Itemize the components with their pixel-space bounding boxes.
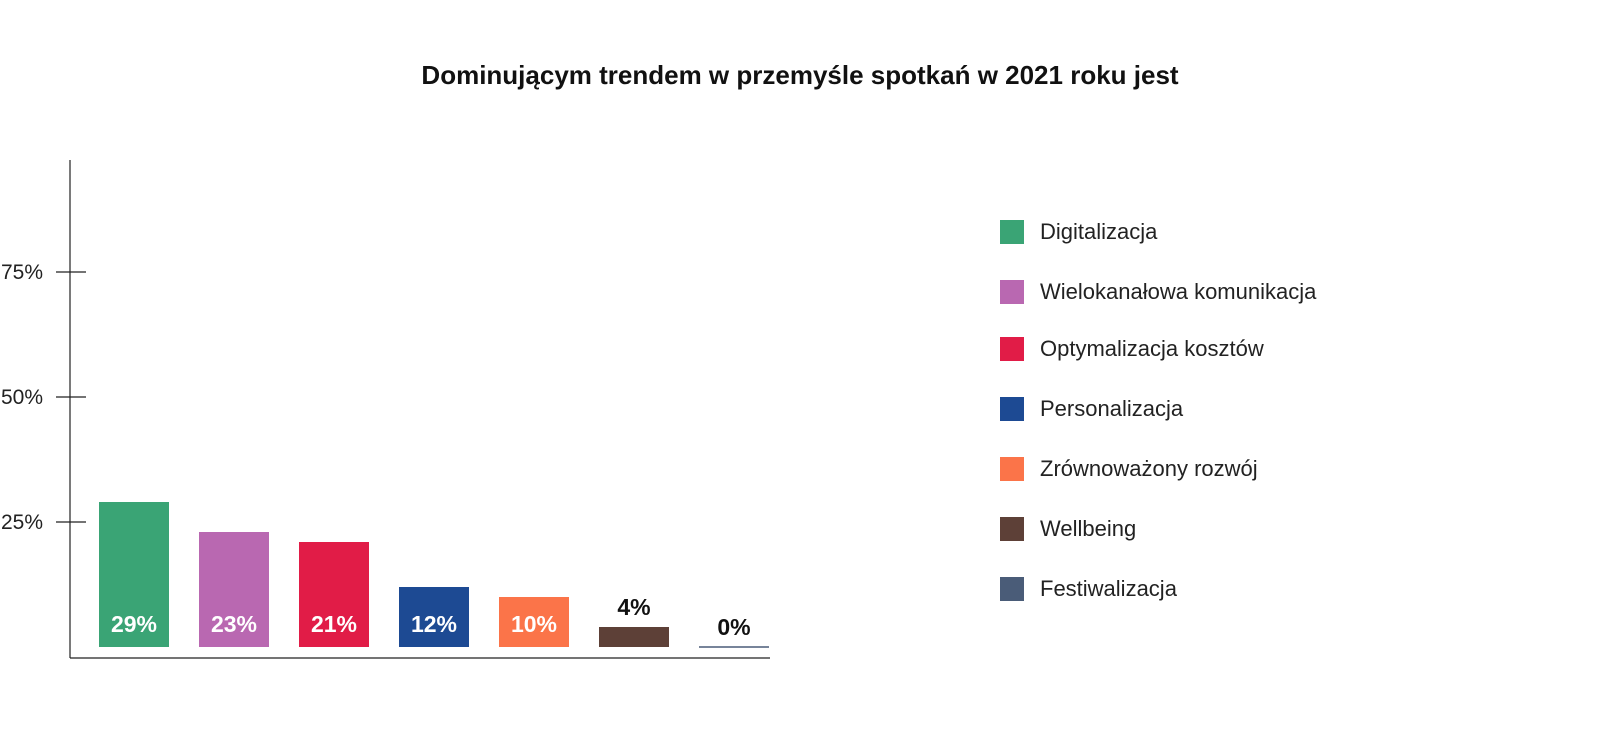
bar [99,502,169,647]
y-tick-label: 25% [1,511,43,534]
legend-label: Digitalizacja [1040,219,1158,244]
y-tick-label: 50% [1,386,43,409]
legend-label: Festiwalizacja [1040,576,1177,601]
bar-value-label: 29% [111,611,157,637]
legend-label: Optymalizacja kosztów [1040,336,1264,361]
chart-title: Dominującym trendem w przemyśle spotkań … [421,60,1179,90]
legend-label: Personalizacja [1040,396,1184,421]
bar-value-label: 0% [717,614,750,640]
chart-bars [99,502,769,648]
chart-axes: 25% 50% 75% [1,160,770,659]
legend-label: Wellbeing [1040,516,1137,541]
legend-label: Wielokanałowa komunikacja [1040,279,1317,304]
y-tick-label: 75% [1,261,43,284]
bar [399,587,469,647]
bar-value-label: 4% [617,594,650,620]
legend-item: Wielokanałowa komunikacja [1000,279,1316,305]
legend-item: Wellbeing [1000,516,1136,542]
legend-swatch [1000,220,1024,244]
legend-label: Zrównoważony rozwój [1040,456,1258,481]
legend-swatch [1000,517,1024,541]
legend-swatch [1000,457,1024,481]
legend-item: Zrównoważony rozwój [1000,456,1258,482]
legend-item: Optymalizacja kosztów [1000,336,1264,362]
bar [599,627,669,647]
bar-value-label: 10% [511,611,557,637]
legend-swatch [1000,280,1024,304]
legend-item: Festiwalizacja [1000,576,1177,602]
legend-swatch [1000,397,1024,421]
bar-value-label: 23% [211,611,257,637]
legend-swatch [1000,337,1024,361]
bar [199,532,269,647]
legend-item: Personalizacja [1000,396,1183,422]
bar [499,597,569,647]
chart-data-labels: 29% 23% 21% 12% 10% 4% 0% [111,594,751,640]
legend-swatch [1000,577,1024,601]
bar-value-label: 21% [311,611,357,637]
legend-item: Digitalizacja [1000,219,1157,245]
bar-value-label: 12% [411,611,457,637]
bar [299,542,369,647]
